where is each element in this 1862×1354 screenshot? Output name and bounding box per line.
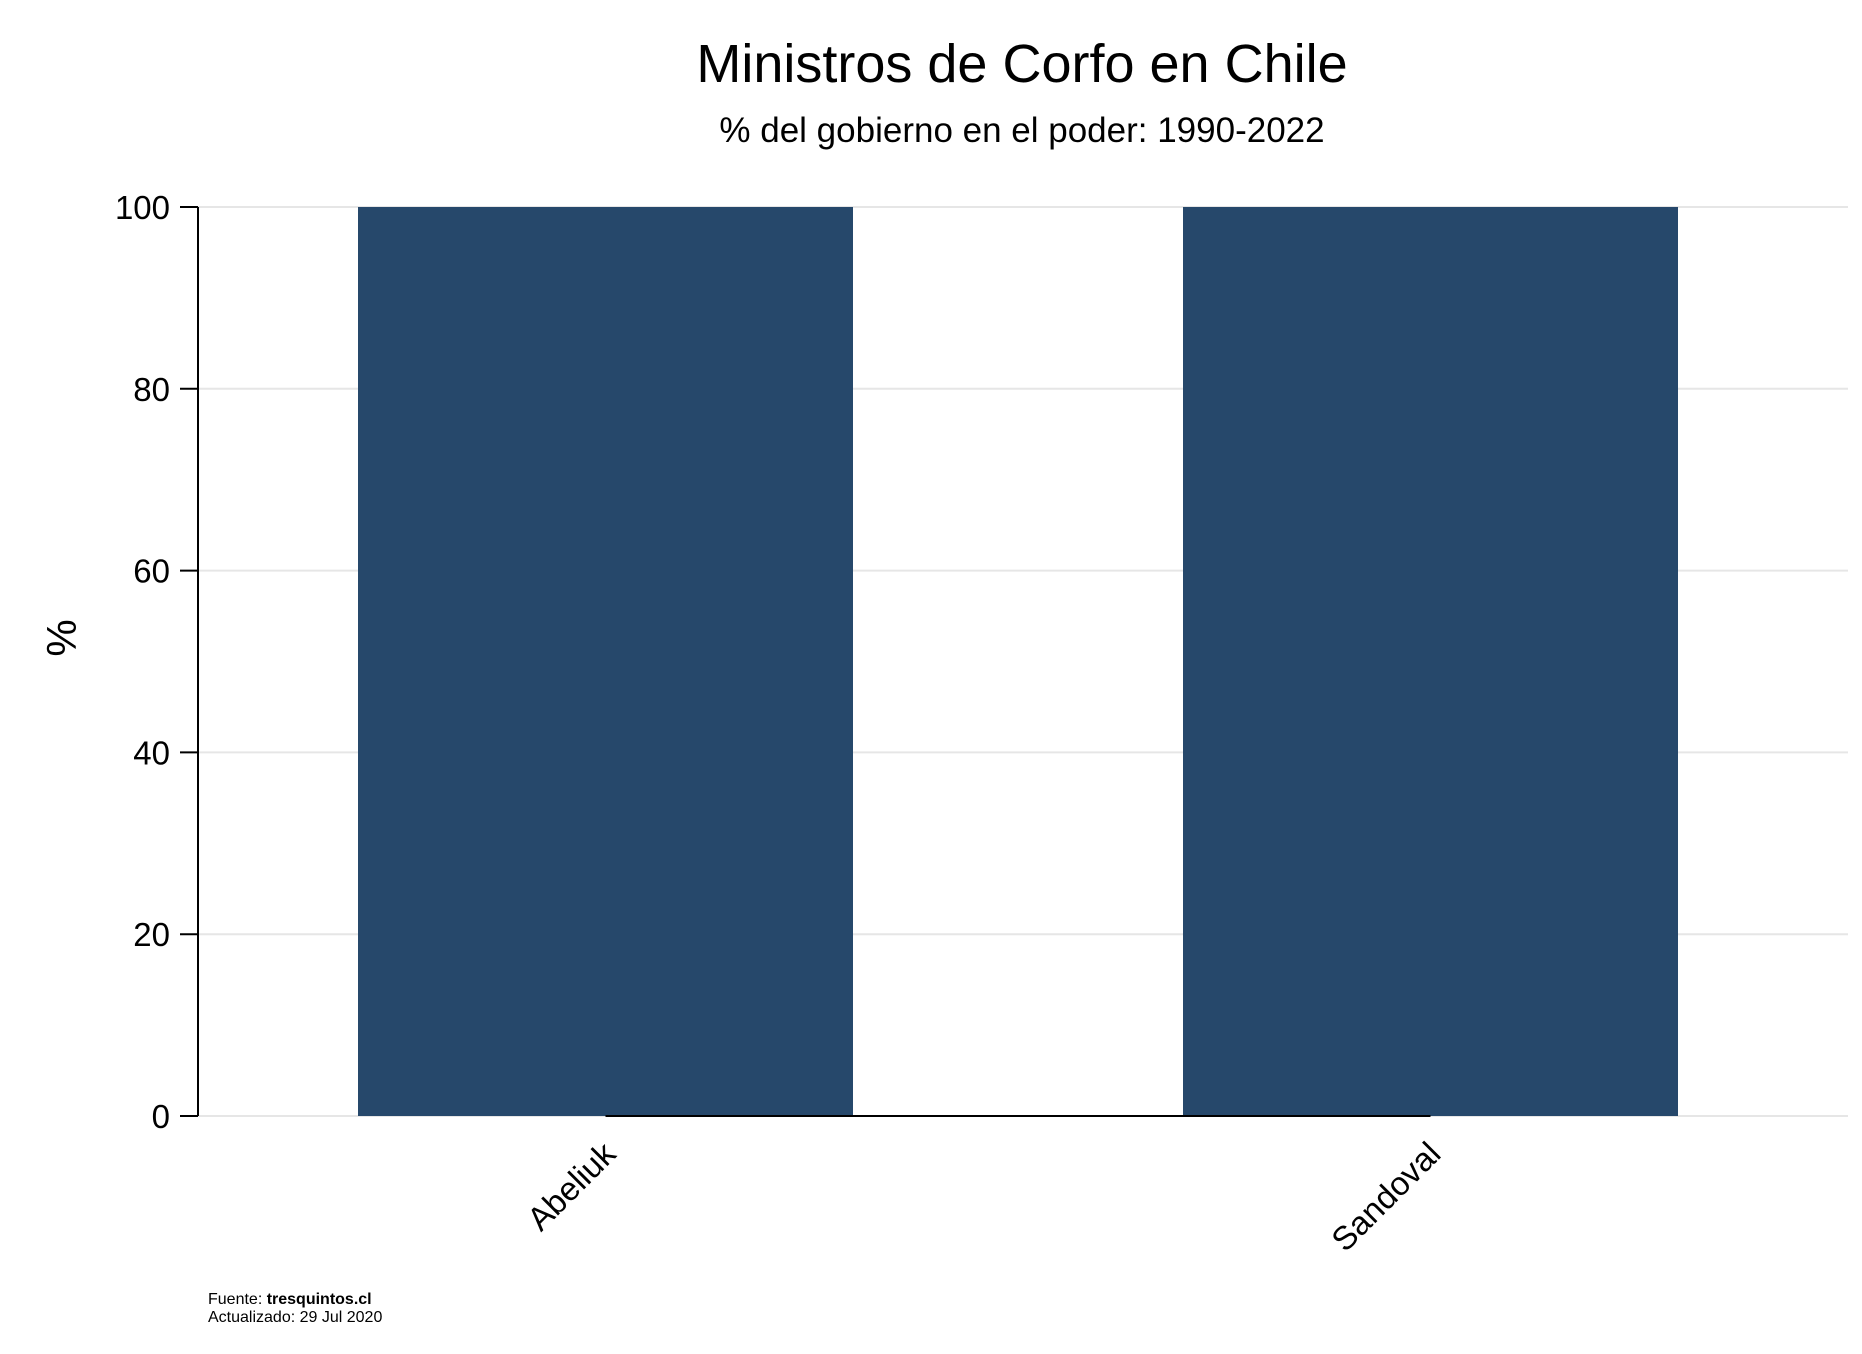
y-tick-label-100: 100 <box>115 189 170 226</box>
y-tick-label-20: 20 <box>133 916 170 953</box>
y-tick-labels: 0 20 40 60 80 100 <box>115 189 170 1135</box>
bars <box>358 207 1678 1116</box>
y-tick-label-0: 0 <box>152 1098 170 1135</box>
y-tick-label-60: 60 <box>133 553 170 590</box>
chart-subtitle: % del gobierno en el poder: 1990-2022 <box>719 111 1324 150</box>
category-label-sandoval: Sandoval <box>1324 1135 1447 1258</box>
bar-abeliuk <box>358 207 853 1116</box>
chart-title: Ministros de Corfo en Chile <box>696 34 1347 94</box>
source-prefix: Fuente: <box>208 1291 267 1308</box>
y-tick-label-80: 80 <box>133 371 170 408</box>
category-label-abeliuk: Abeliuk <box>520 1134 623 1237</box>
y-axis-title: % <box>38 619 85 656</box>
x-category-labels: Abeliuk Sandoval <box>520 1134 1448 1258</box>
bar-sandoval <box>1183 207 1678 1116</box>
updated-note: Actualizado: 29 Jul 2020 <box>208 1309 382 1326</box>
source-name: tresquintos.cl <box>267 1291 372 1308</box>
y-tick-label-40: 40 <box>133 734 170 771</box>
axes <box>180 206 1431 1117</box>
source-note: Fuente: tresquintos.cl <box>208 1291 372 1308</box>
